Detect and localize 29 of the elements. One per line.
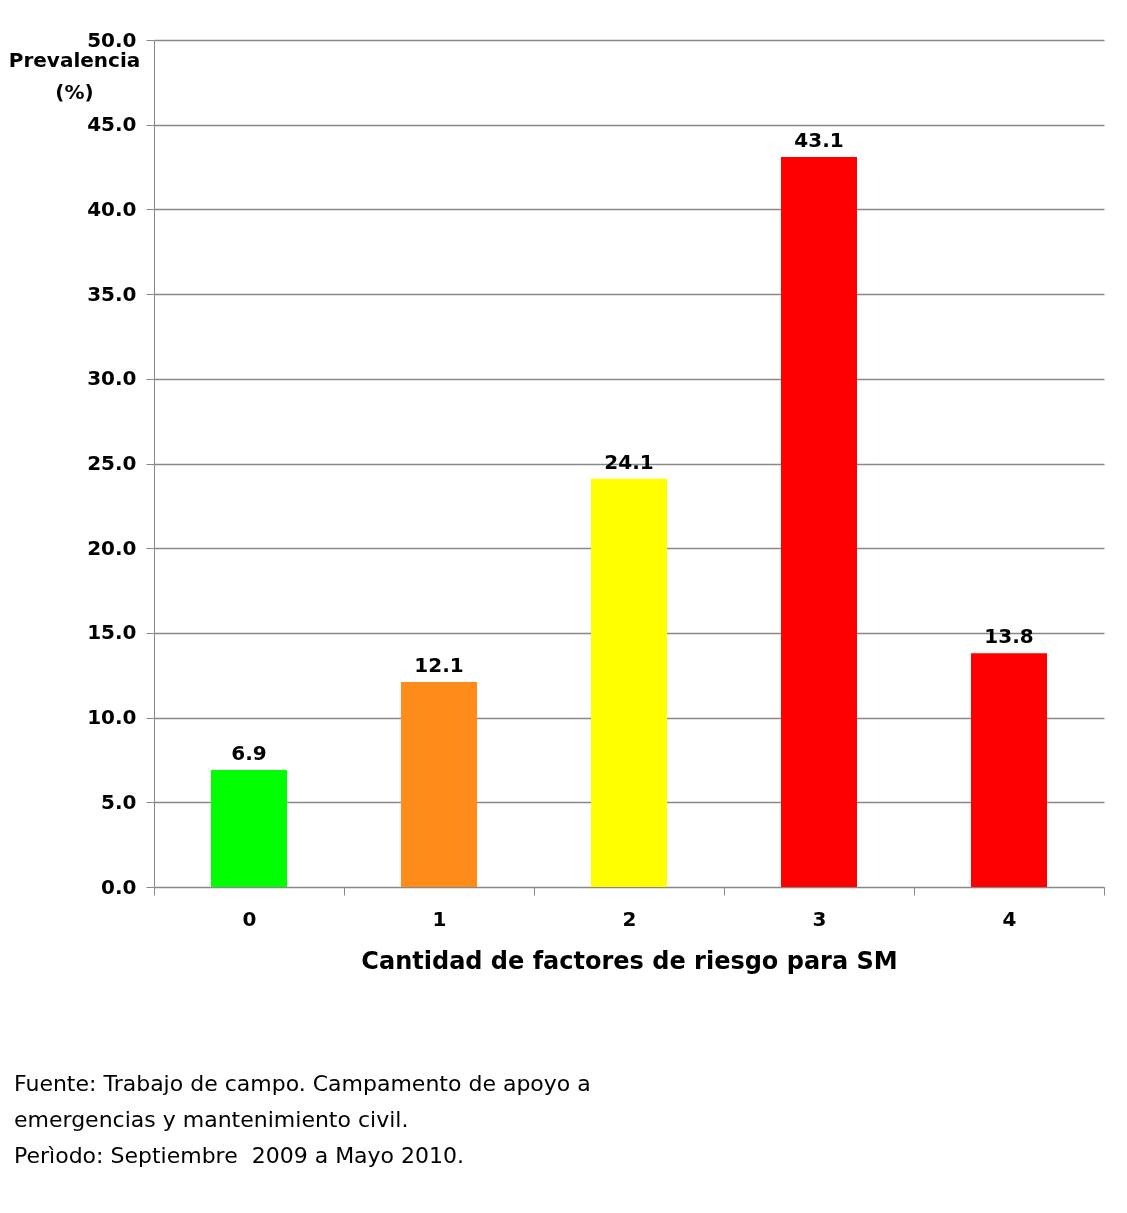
y-tick-label: 30.0 — [87, 366, 137, 391]
y-tick-label: 15.0 — [87, 620, 137, 645]
bar — [591, 478, 667, 887]
x-tick-label: 2 — [622, 906, 637, 931]
bar — [401, 682, 477, 887]
y-tick-label: 20.0 — [87, 535, 137, 560]
source-note: Fuente: Trabajo de campo. Campamento de apoyo a — [14, 1070, 591, 1098]
x-tick-label: 0 — [242, 906, 257, 931]
bar — [971, 653, 1047, 887]
bar — [781, 156, 857, 887]
data-label: 24.1 — [604, 449, 654, 474]
data-label: 12.1 — [414, 653, 464, 678]
x-tick-label: 1 — [432, 906, 447, 931]
text: Perìodo: Septiembre 2009 a Mayo 2010. — [14, 1142, 466, 1170]
bar — [211, 770, 287, 887]
x-tick-label: 4 — [1002, 906, 1017, 931]
y-tick-label: 45.0 — [87, 112, 137, 137]
data-label: 6.9 — [231, 741, 267, 766]
text: emergencias y mantenimiento civil. — [14, 1106, 410, 1134]
data-label: 13.8 — [984, 624, 1034, 649]
x-axis-title: Cantidad de factores de riesgo para SM — [361, 946, 898, 975]
y-tick-label: 0.0 — [101, 874, 137, 899]
y-tick-label: 25.0 — [87, 451, 137, 475]
y-tick-label: 5.0 — [101, 789, 137, 814]
y-tick-label: 35.0 — [87, 281, 137, 306]
y-tick-label: 40.0 — [87, 196, 137, 221]
data-label: 43.1 — [794, 127, 844, 152]
y-tick-label: 10.0 — [87, 705, 137, 730]
x-tick-label: 3 — [812, 906, 827, 931]
